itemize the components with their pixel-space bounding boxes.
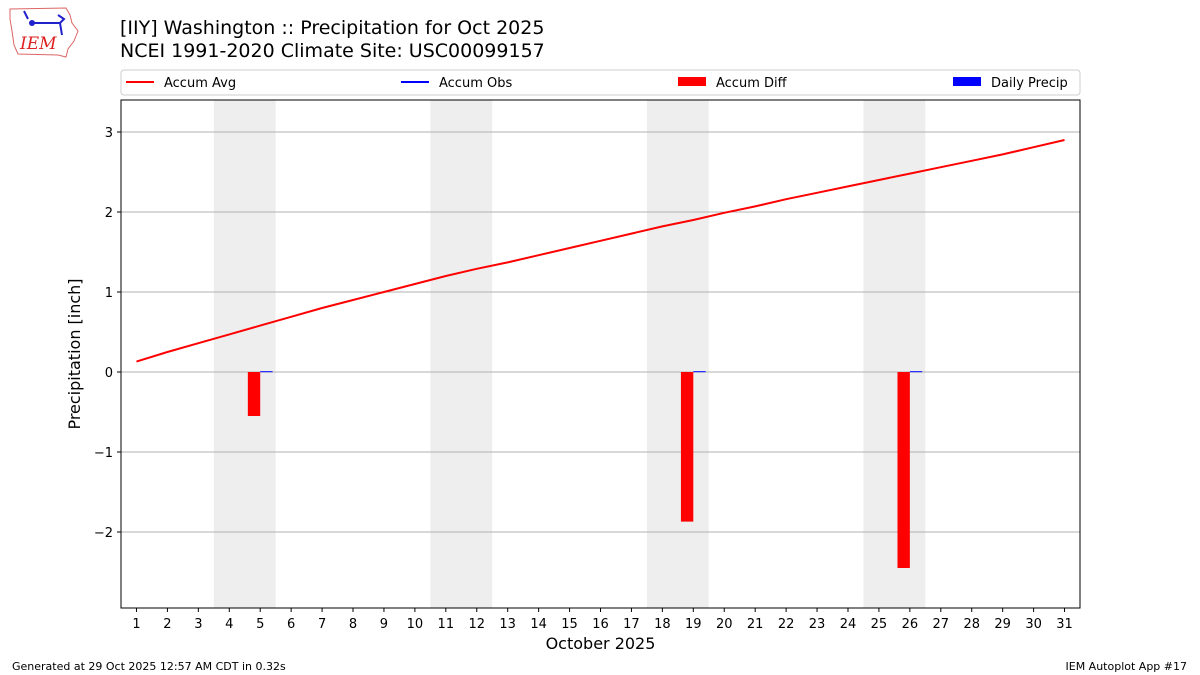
footer-generated: Generated at 29 Oct 2025 12:57 AM CDT in… xyxy=(12,660,286,673)
x-tick-label: 1 xyxy=(132,617,140,632)
accum-avg-line xyxy=(136,139,1065,363)
x-tick-label: 9 xyxy=(380,617,388,632)
accum-diff-bar xyxy=(247,372,261,416)
x-tick-label: 6 xyxy=(287,617,295,632)
x-tick-label: 12 xyxy=(468,617,485,632)
footer-app: IEM Autoplot App #17 xyxy=(1065,660,1188,673)
x-tick-label: 19 xyxy=(685,617,702,632)
plot-frame xyxy=(120,99,1081,609)
legend-box xyxy=(120,69,1081,96)
weekend-band xyxy=(430,100,493,608)
x-axis-label: October 2025 xyxy=(546,634,656,653)
legend-label: Accum Diff xyxy=(716,76,788,91)
legend-swatch-bar xyxy=(678,77,706,86)
x-tick-label: 27 xyxy=(933,617,950,632)
weekend-band xyxy=(646,100,709,608)
daily-precip-bar xyxy=(909,371,923,373)
x-tick-label: 25 xyxy=(871,617,888,632)
x-tick-label: 18 xyxy=(654,617,671,632)
y-tick-label: −1 xyxy=(94,446,113,461)
y-tick-label: 2 xyxy=(105,206,113,221)
chart-title: [IIY] Washington :: Precipitation for Oc… xyxy=(120,17,545,39)
y-axis-label: Precipitation [inch] xyxy=(65,278,84,429)
x-tick-label: 30 xyxy=(1025,617,1042,632)
x-tick-label: 7 xyxy=(318,617,326,632)
x-tick-label: 14 xyxy=(530,617,547,632)
accum-diff-bar xyxy=(680,372,694,522)
x-tick-label: 29 xyxy=(994,617,1011,632)
logo-text: IEM xyxy=(19,34,57,54)
x-tick-label: 4 xyxy=(225,617,233,632)
x-tick-label: 22 xyxy=(778,617,795,632)
x-tick-label: 8 xyxy=(349,617,357,632)
y-tick-label: 3 xyxy=(105,126,113,141)
weekend-band xyxy=(863,100,926,608)
accum-diff-bar xyxy=(897,372,910,568)
x-tick-label: 21 xyxy=(747,617,764,632)
x-tick-label: 26 xyxy=(902,617,919,632)
legend-label: Daily Precip xyxy=(991,76,1068,91)
x-tick-label: 16 xyxy=(592,617,609,632)
legend-swatch-bar xyxy=(953,77,981,86)
x-tick-label: 17 xyxy=(623,617,640,632)
x-tick-label: 5 xyxy=(256,617,264,632)
weekend-band xyxy=(213,100,276,608)
x-tick-label: 24 xyxy=(840,617,857,632)
y-tick-label: 1 xyxy=(105,286,113,301)
x-tick-label: 2 xyxy=(163,617,171,632)
x-tick-label: 20 xyxy=(716,617,733,632)
x-tick-label: 15 xyxy=(561,617,578,632)
x-tick-label: 13 xyxy=(499,617,516,632)
x-tick-label: 23 xyxy=(809,617,826,632)
x-tick-label: 3 xyxy=(194,617,202,632)
legend-label: Accum Obs xyxy=(439,76,512,91)
x-tick-label: 28 xyxy=(963,617,980,632)
daily-precip-bar xyxy=(260,371,273,373)
x-tick-label: 10 xyxy=(407,617,424,632)
legend-label: Accum Avg xyxy=(164,76,236,91)
x-tick-label: 11 xyxy=(438,617,455,632)
y-tick-label: −2 xyxy=(94,526,113,541)
chart-subtitle: NCEI 1991-2020 Climate Site: USC00099157 xyxy=(120,40,545,62)
x-tick-label: 31 xyxy=(1056,617,1073,632)
y-tick-label: 0 xyxy=(105,366,113,381)
daily-precip-bar xyxy=(693,371,706,373)
iem-logo: IEM xyxy=(8,5,80,63)
